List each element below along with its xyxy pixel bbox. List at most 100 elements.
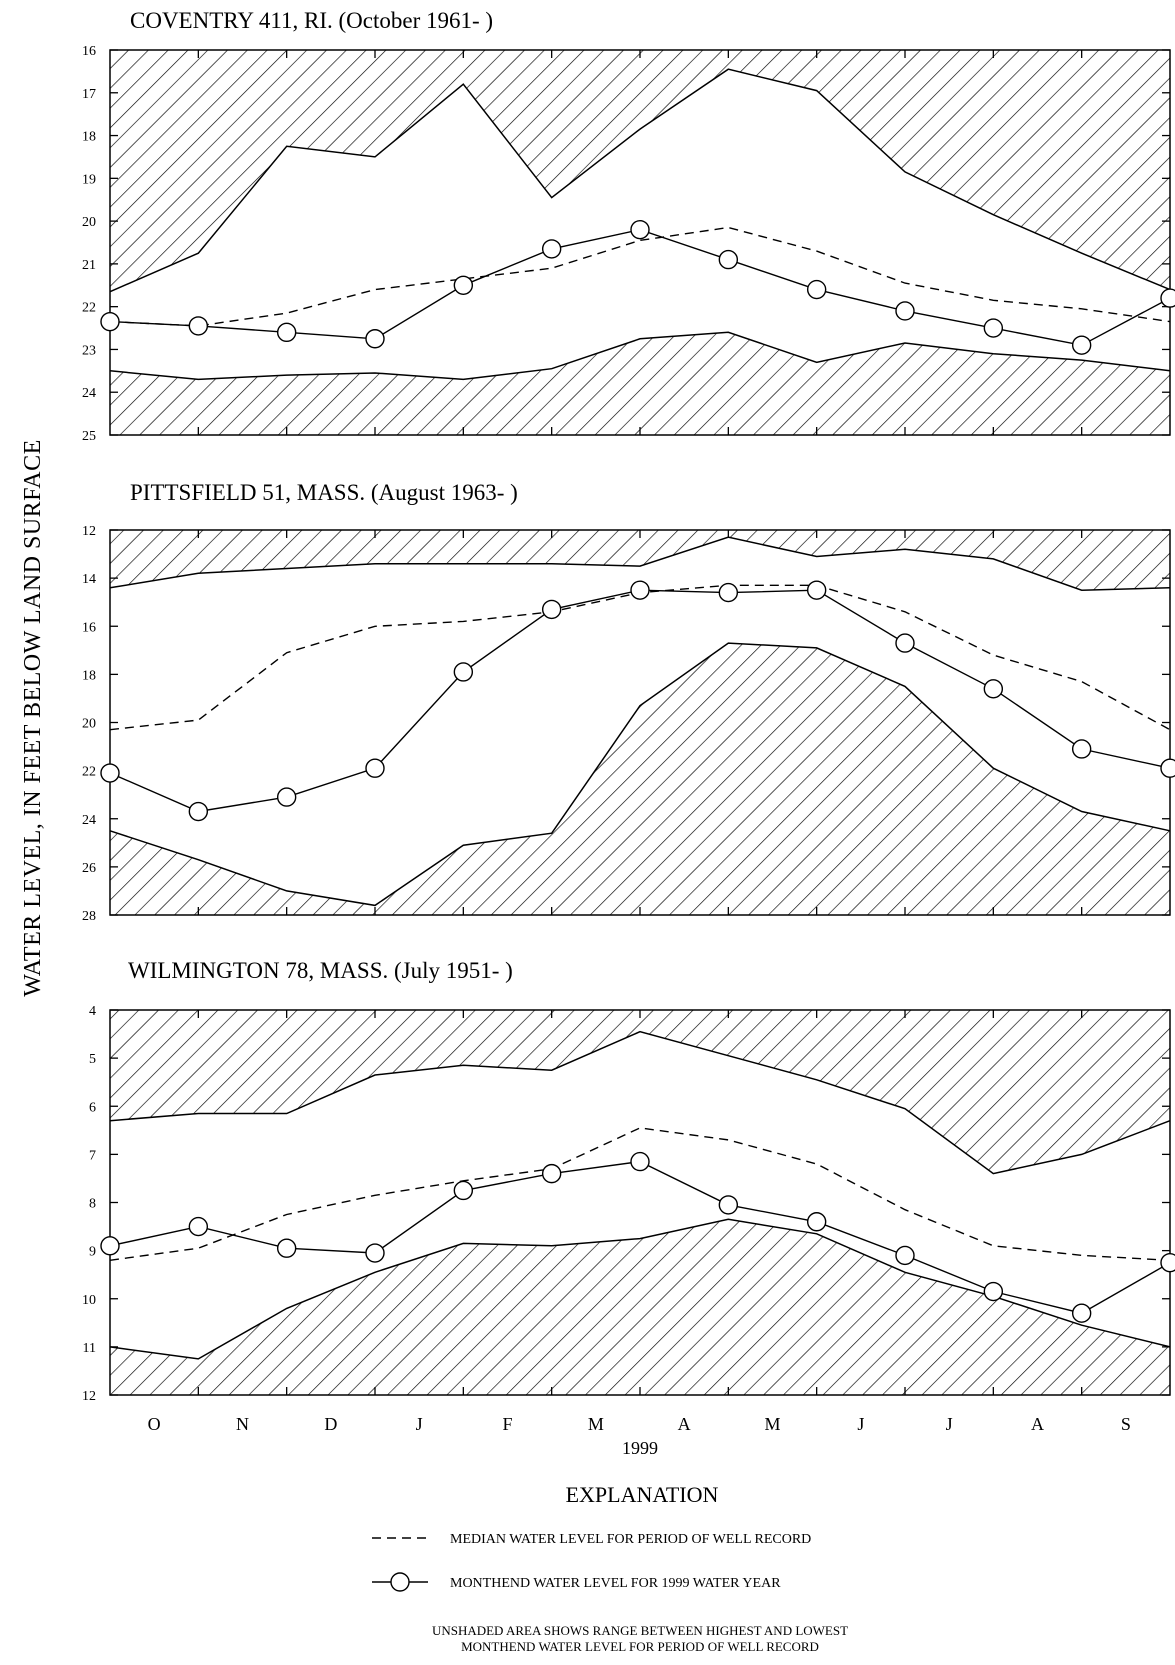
monthend-point bbox=[453, 275, 474, 295]
year-label: 1999 bbox=[622, 1438, 658, 1458]
monthend-point bbox=[806, 279, 827, 300]
explanation: EXPLANATION MEDIAN WATER LEVEL FOR PERIO… bbox=[372, 1482, 848, 1654]
monthend-point bbox=[630, 1151, 650, 1172]
y-tick-label: 18 bbox=[82, 668, 96, 683]
monthend-point bbox=[365, 1243, 385, 1263]
monthend-point bbox=[1160, 288, 1175, 308]
monthend-point bbox=[188, 801, 209, 822]
y-tick-label: 21 bbox=[82, 258, 96, 273]
y-tick-label: 24 bbox=[82, 813, 96, 828]
panel-title-pittsfield: PITTSFIELD 51, MASS. (August 1963- ) bbox=[130, 480, 518, 505]
monthend-point bbox=[100, 311, 120, 332]
monthend-point bbox=[718, 582, 739, 603]
monthend-point bbox=[983, 1281, 1004, 1302]
monthend-point bbox=[541, 1163, 562, 1184]
monthend-point bbox=[541, 599, 562, 620]
median-legend-label: MEDIAN WATER LEVEL FOR PERIOD OF WELL RE… bbox=[450, 1532, 811, 1547]
y-tick-label: 24 bbox=[82, 386, 96, 401]
monthend-point bbox=[1160, 758, 1175, 778]
monthend-point bbox=[895, 633, 915, 653]
month-label: F bbox=[502, 1414, 512, 1434]
y-tick-label: 17 bbox=[82, 87, 96, 102]
monthend-point bbox=[1160, 1252, 1175, 1273]
hatch-area-above-highest bbox=[110, 1010, 1170, 1174]
y-tick-label: 26 bbox=[82, 861, 96, 876]
highest-level-line bbox=[109, 68, 1171, 293]
month-label: D bbox=[324, 1414, 337, 1434]
monthend-point bbox=[453, 662, 474, 682]
lowest-level-line bbox=[109, 642, 1171, 907]
y-tick-label: 12 bbox=[82, 524, 96, 539]
y-tick-label: 16 bbox=[82, 620, 96, 635]
y-tick-label: 14 bbox=[82, 572, 96, 587]
month-label: J bbox=[946, 1414, 953, 1434]
panel-wilmington: WILMINGTON 78, MASS. (July 1951- ) 4 5 6 7 8… bbox=[82, 958, 1175, 1404]
y-tick-label: 10 bbox=[82, 1293, 96, 1308]
month-label: M bbox=[588, 1414, 604, 1434]
monthend-point bbox=[100, 1236, 120, 1256]
y-tick-label: 4 bbox=[89, 1004, 96, 1019]
y-tick-label: 8 bbox=[89, 1197, 96, 1212]
monthend-point bbox=[188, 316, 209, 336]
panel-title-wilmington: WILMINGTON 78, MASS. (July 1951- ) bbox=[128, 958, 513, 983]
highest-level-line bbox=[109, 1030, 1171, 1175]
month-label: M bbox=[764, 1414, 780, 1434]
monthend-point bbox=[541, 239, 562, 259]
highest-level-line bbox=[109, 536, 1171, 591]
y-tick-label: 5 bbox=[89, 1052, 96, 1067]
monthend-point bbox=[630, 580, 650, 600]
month-label: S bbox=[1121, 1414, 1131, 1434]
monthend-point bbox=[453, 1180, 474, 1201]
monthend-point bbox=[1071, 1303, 1092, 1323]
monthend-point bbox=[806, 580, 827, 600]
monthend-point bbox=[365, 758, 385, 778]
month-label: J bbox=[416, 1414, 423, 1434]
explanation-title: EXPLANATION bbox=[566, 1482, 719, 1507]
y-tick-label: 20 bbox=[82, 215, 96, 230]
monthend-point bbox=[100, 763, 120, 783]
monthend-point bbox=[983, 318, 1004, 338]
monthend-point bbox=[1071, 739, 1092, 759]
y-tick-label: 22 bbox=[82, 765, 96, 780]
month-label: N bbox=[236, 1414, 249, 1434]
y-tick-label: 6 bbox=[89, 1100, 96, 1115]
shading-note-line2: MONTHEND WATER LEVEL FOR PERIOD OF WELL … bbox=[461, 1639, 819, 1654]
median-line bbox=[109, 1127, 1171, 1261]
y-tick-label: 28 bbox=[82, 909, 96, 924]
monthend-point bbox=[895, 1245, 915, 1266]
hatch-area-below-lowest bbox=[110, 1219, 1170, 1395]
monthend-point bbox=[365, 329, 385, 349]
hatch-area-below-lowest bbox=[110, 332, 1170, 435]
hatch-area-above-highest bbox=[110, 530, 1170, 591]
y-tick-label: 23 bbox=[82, 343, 96, 358]
monthend-point bbox=[718, 249, 739, 270]
month-label: A bbox=[1031, 1414, 1044, 1434]
y-tick-label: 11 bbox=[83, 1341, 96, 1356]
panel-title-coventry: COVENTRY 411, RI. (October 1961- ) bbox=[130, 8, 493, 33]
month-label: A bbox=[678, 1414, 691, 1434]
monthend-point bbox=[718, 1195, 739, 1215]
monthend-point bbox=[188, 1216, 209, 1237]
y-tick-label: 22 bbox=[82, 301, 96, 316]
y-axis-label: WATER LEVEL, IN FEET BELOW LAND SURFACE bbox=[20, 439, 46, 996]
monthend-point bbox=[895, 301, 915, 321]
monthend-point bbox=[806, 1212, 827, 1232]
y-tick-label: 9 bbox=[89, 1245, 96, 1260]
y-tick-label: 19 bbox=[82, 172, 96, 187]
monthend-legend-label: MONTHEND WATER LEVEL FOR 1999 WATER YEAR bbox=[450, 1576, 781, 1591]
hatch-area-below-lowest bbox=[110, 643, 1170, 915]
y-tick-label: 25 bbox=[82, 429, 96, 444]
y-tick-label: 7 bbox=[89, 1148, 96, 1163]
y-tick-label: 16 bbox=[82, 44, 96, 59]
shading-note-line1: UNSHADED AREA SHOWS RANGE BETWEEN HIGHES… bbox=[432, 1623, 848, 1638]
panel-coventry: COVENTRY 411, RI. (October 1961- ) 16 17 1… bbox=[82, 8, 1175, 444]
median-line bbox=[109, 226, 1171, 327]
monthend-point bbox=[1071, 335, 1092, 355]
month-label: J bbox=[857, 1414, 864, 1434]
monthend-point bbox=[983, 679, 1004, 699]
monthend-point bbox=[276, 1238, 297, 1258]
monthend-line bbox=[109, 228, 1171, 346]
monthend-point bbox=[276, 322, 297, 343]
